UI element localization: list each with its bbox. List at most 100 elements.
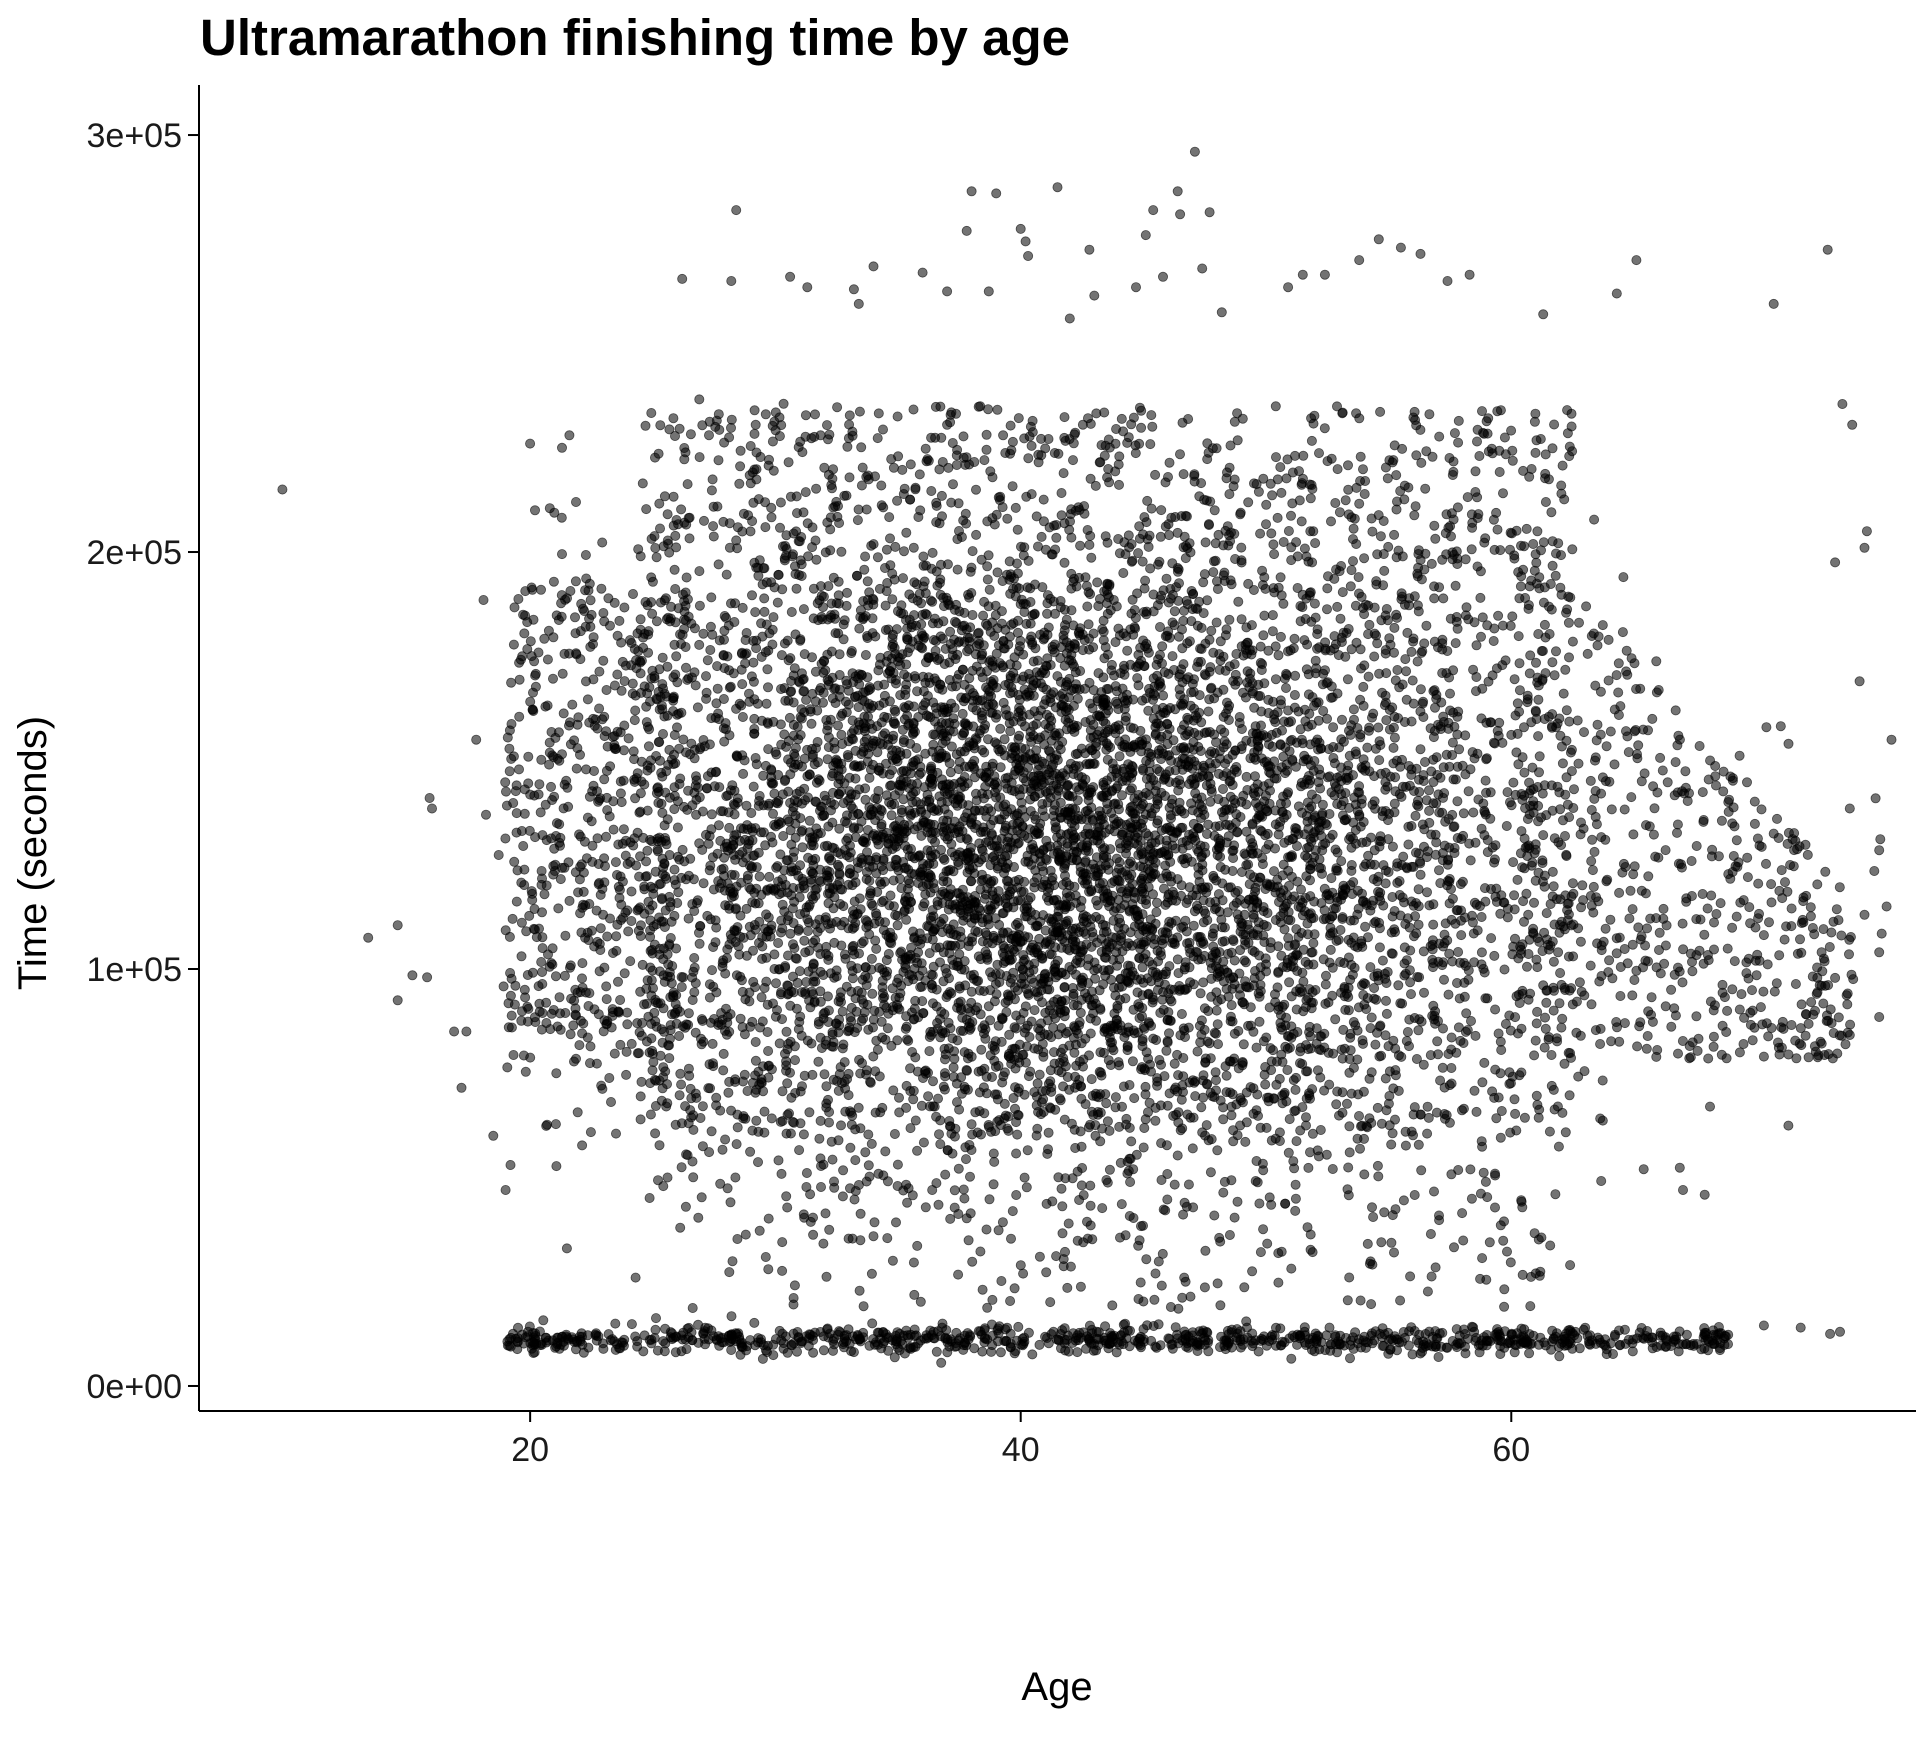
data-point [1290,1193,1301,1204]
data-point [1541,997,1552,1008]
data-point [1337,1053,1348,1064]
data-point [1589,514,1600,525]
data-point [760,760,771,771]
data-point [720,900,731,911]
data-point [829,1176,840,1187]
data-point [672,822,683,833]
data-point [1124,1080,1135,1091]
data-point [789,846,800,857]
data-point [1303,1162,1314,1173]
data-point [1359,553,1370,564]
data-point [1603,634,1614,645]
data-point [967,610,978,621]
data-point [740,658,751,669]
data-point [623,926,634,937]
data-point [1045,1065,1056,1076]
data-point [1446,1032,1457,1043]
data-point [1156,825,1167,836]
data-point [506,677,517,688]
data-point [1118,568,1129,579]
data-point [1282,1065,1293,1076]
data-point [1501,821,1512,832]
data-point [854,893,865,904]
data-point [676,982,687,993]
data-point [1476,912,1487,923]
data-point [821,1081,832,1092]
data-point [1036,531,1047,542]
data-point [826,646,837,657]
data-point [1021,491,1032,502]
data-point [771,978,782,989]
data-point [1441,749,1452,760]
data-point [542,1119,553,1130]
data-point [1260,1079,1271,1090]
data-point [1422,887,1433,898]
data-point [1309,896,1320,907]
data-point [1348,523,1359,534]
data-point [1116,413,1127,424]
data-point [1098,672,1109,683]
data-point [866,953,877,964]
data-point [705,860,716,871]
data-point [626,886,637,897]
data-point [1132,987,1143,998]
data-point [925,870,936,881]
data-point [1172,1150,1183,1161]
data-point [1203,771,1214,782]
data-point [899,669,910,680]
data-point [939,854,950,865]
data-point [1043,895,1054,906]
data-point [1187,1143,1198,1154]
data-point [589,766,600,777]
data-point [1114,751,1125,762]
data-point [604,1073,615,1084]
data-point [866,1138,877,1149]
data-point [833,576,844,587]
data-point [694,938,705,949]
data-point [808,840,819,851]
data-point [1219,727,1230,738]
data-point [1439,974,1450,985]
data-point [794,1145,805,1156]
data-point [1374,755,1385,766]
data-point [701,693,712,704]
data-point [1165,871,1176,882]
data-point [834,869,845,880]
data-point [1420,757,1431,768]
data-point [1303,823,1314,834]
data-point [1057,1201,1068,1212]
data-point [1354,787,1365,798]
data-point [1300,893,1311,904]
data-point [1229,1028,1240,1039]
data-point [1317,799,1328,810]
data-point [1291,1136,1302,1147]
data-point [924,1046,935,1057]
data-point [1253,741,1264,752]
data-point [1330,844,1341,855]
data-point [582,694,593,705]
data-point [1413,1139,1424,1150]
data-point [920,443,931,454]
data-point [1059,557,1070,568]
data-point [804,815,815,826]
data-point [1567,999,1578,1010]
data-point [694,792,705,803]
data-point [1377,955,1388,966]
data-point [927,970,938,981]
data-point [1125,927,1136,938]
data-point [759,1106,770,1117]
data-point [859,564,870,575]
data-point [1734,750,1745,761]
data-point [732,793,743,804]
data-point [992,959,1003,970]
data-point [1677,977,1688,988]
data-point [966,1119,977,1130]
data-point [919,898,930,909]
data-point [1263,645,1274,656]
data-point [982,620,993,631]
data-point [1016,716,1027,727]
data-point [1376,615,1387,626]
data-point [1236,614,1247,625]
data-point [608,948,619,959]
data-point [815,1115,826,1126]
